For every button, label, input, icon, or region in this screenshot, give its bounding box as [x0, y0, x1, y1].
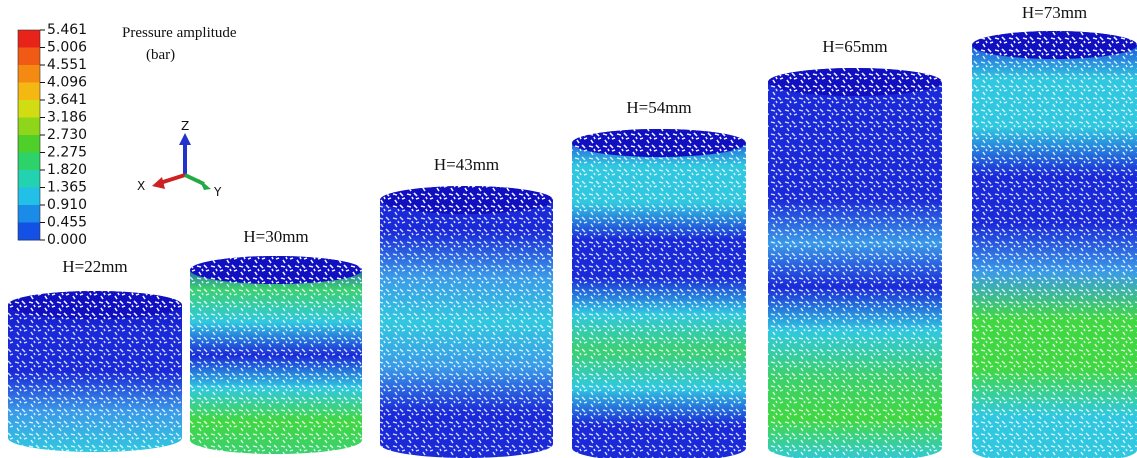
speckle-top: [768, 68, 942, 96]
sample-label: H=54mm: [626, 98, 691, 117]
level-label: 5.461: [47, 22, 87, 38]
speckle: [768, 68, 942, 458]
axis-triad: Z X Y: [137, 119, 222, 199]
x-label: X: [137, 179, 145, 193]
speckle: [572, 129, 746, 458]
speckle-top: [8, 291, 182, 319]
speckle-top: [380, 186, 553, 214]
color-swatch: [18, 223, 40, 241]
color-swatch: [18, 118, 40, 136]
level-label: 3.641: [47, 92, 87, 108]
sample-label: H=65mm: [822, 37, 887, 56]
sample-label: H=73mm: [1022, 3, 1087, 22]
level-label: 4.551: [47, 57, 87, 73]
level-label: 0.000: [47, 232, 87, 248]
color-swatch: [18, 48, 40, 66]
level-label: 1.820: [47, 162, 87, 178]
color-swatch: [18, 100, 40, 118]
speckle: [972, 31, 1137, 458]
color-swatch: [18, 188, 40, 206]
level-label: 3.186: [47, 110, 87, 126]
speckle: [190, 256, 362, 454]
figure: 5.461 5.0064.551 4.0963.641 3.1862.730 2.275…: [0, 0, 1137, 458]
level-label: 2.730: [47, 127, 87, 143]
samples: H=22mm H=30mm H=43mm H=54mm H=65mm H=73mm: [8, 3, 1137, 458]
z-label: Z: [181, 119, 189, 133]
color-swatch: [18, 170, 40, 188]
level-label: 2.275: [47, 145, 87, 161]
speckle: [380, 186, 553, 458]
color-swatch: [18, 30, 40, 48]
x-head: [152, 177, 165, 189]
sample-label: H=43mm: [434, 155, 499, 174]
level-label: 0.910: [47, 197, 87, 213]
color-swatch: [18, 205, 40, 223]
speckle-top: [972, 31, 1137, 59]
y-label: Y: [213, 185, 222, 199]
color-swatch: [18, 153, 40, 171]
z-head: [179, 133, 191, 145]
color-swatch: [18, 135, 40, 153]
color-swatch: [18, 65, 40, 83]
level-label: 5.006: [47, 40, 87, 56]
level-label: 0.455: [47, 215, 87, 231]
legend-unit: (bar): [146, 47, 175, 63]
level-label: 1.365: [47, 180, 87, 196]
x-arrow: [160, 175, 185, 183]
speckle-top: [572, 129, 746, 157]
legend-title: Pressure amplitude: [122, 25, 237, 41]
sample-label: H=30mm: [243, 227, 308, 246]
speckle-top: [190, 256, 362, 284]
level-label: 4.096: [47, 75, 87, 91]
color-swatch: [18, 83, 40, 101]
sample-label: H=22mm: [62, 257, 127, 276]
